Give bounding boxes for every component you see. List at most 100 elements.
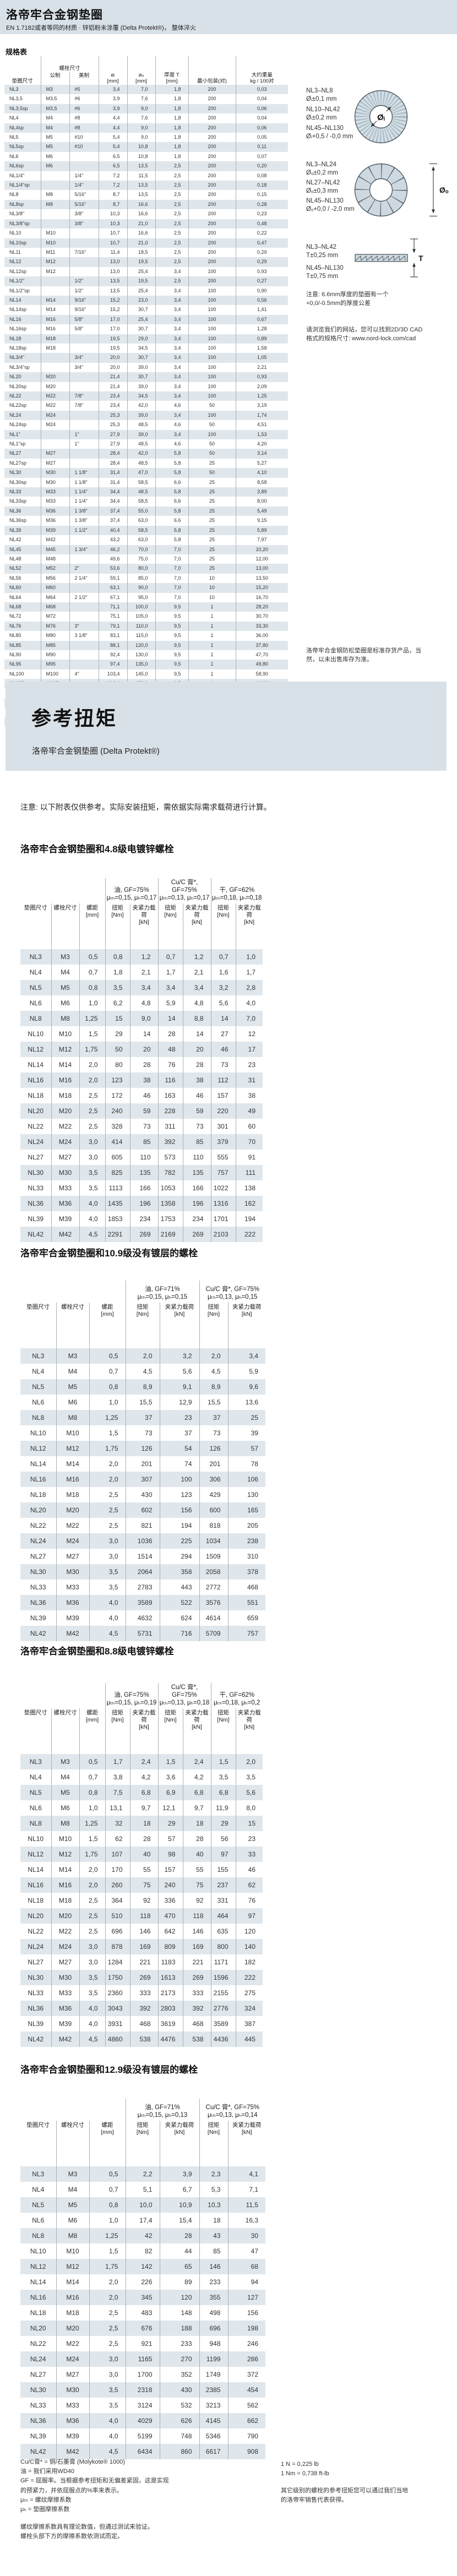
table-row: NL27 M27 3,0 1514 294 1509 310 bbox=[20, 1549, 265, 1564]
table-cell: 18 bbox=[129, 1816, 158, 1831]
table-cell: 11,4 bbox=[98, 247, 127, 258]
table-cell: 40 bbox=[182, 1847, 211, 1862]
table-cell: 696 bbox=[199, 2321, 228, 2336]
column-header-torque: 扭矩 [Nm] bbox=[199, 1303, 228, 1328]
column-header-washer: 垫圈尺寸 bbox=[26, 1304, 50, 1310]
table-cell: 1,8 bbox=[155, 113, 188, 123]
table-cell: 260 bbox=[105, 1877, 130, 1893]
table-row: NL16 M16 2,0 345 120 355 127 bbox=[20, 2290, 265, 2305]
table-row: NL36 M36 4,0 3043 392 2803 392 2776 324 bbox=[20, 2001, 263, 2016]
table-cell: 3,4 bbox=[155, 372, 188, 382]
table-cell: M16 bbox=[51, 1877, 79, 1893]
table-cell: 5731 bbox=[125, 1626, 160, 1641]
table-cell: 642 bbox=[157, 1924, 183, 1939]
table-cell: 135 bbox=[129, 1165, 158, 1180]
table-cell: 200 bbox=[188, 85, 236, 95]
table-cell: 1,6 bbox=[210, 965, 236, 980]
table-row: NL3,5sp M3,5 #6 3,9 9,0 1,8 200 0,06 bbox=[4, 104, 288, 114]
table-cell: NL76 bbox=[9, 623, 21, 629]
table-cell: 4632 bbox=[125, 1610, 160, 1626]
table-cell: 1358 bbox=[157, 1196, 183, 1211]
table-cell: 1034 bbox=[199, 1533, 228, 1549]
table-cell: 68 bbox=[227, 2259, 265, 2274]
table-cell: 14 bbox=[182, 1026, 211, 1042]
table-cell: 70 bbox=[235, 1134, 263, 1150]
table-cell: 2,5 bbox=[89, 1487, 126, 1502]
table-cell bbox=[40, 439, 69, 449]
table-cell: 9,5 bbox=[155, 640, 188, 650]
table-cell: M3 bbox=[51, 1754, 79, 1769]
table-cell: 8,7 bbox=[98, 199, 127, 210]
table-cell: 3576 bbox=[199, 1595, 228, 1610]
table-cell: 3 1/8" bbox=[69, 631, 99, 641]
table-cell: 748 bbox=[159, 2428, 199, 2444]
table-cell: 221 bbox=[182, 1954, 211, 1970]
table-cell: M5 bbox=[51, 980, 79, 995]
table-cell: NL20 bbox=[28, 1912, 44, 1920]
column-header-torque: 扭矩 [Nm] bbox=[199, 2121, 228, 2147]
table-cell: 2,0 bbox=[89, 2274, 126, 2290]
column-header-bolt: 螺栓尺寸 bbox=[51, 903, 79, 929]
table-cell: M6 bbox=[51, 995, 79, 1011]
table-cell: 1,41 bbox=[235, 305, 288, 315]
table-cell: NL5 bbox=[29, 1789, 42, 1796]
group-header-cuc: Cu/C 膏*, GF=75% μₜₕ=0,13, μₕ=0,15 bbox=[199, 1281, 265, 1303]
table-cell: NL4 bbox=[32, 2186, 45, 2193]
table-cell: 222 bbox=[235, 1227, 263, 1242]
table-row: NL3 M3 0,5 0,8 1,2 0,7 1,2 0,7 1,0 bbox=[20, 949, 263, 965]
table-cell: 9,5 bbox=[155, 660, 188, 669]
spec-table: 垫圈尺寸 螺栓尺寸 øᵢ [mm] øₒ [mm] 厚度 T [mm] 最小包装… bbox=[4, 56, 288, 737]
table-cell: M27 bbox=[56, 2367, 89, 2382]
torque-disclaimer: 注意: 以下附表仅供参考。实际安装扭矩，需依据实际需求载荷进行计算。 bbox=[20, 803, 271, 812]
table-cell: 221 bbox=[129, 1954, 158, 1970]
table-cell: M14 bbox=[40, 295, 69, 306]
table-cell: 220 bbox=[210, 1103, 236, 1119]
table-cell: 21,0 bbox=[127, 219, 155, 229]
table-cell: M22 bbox=[56, 1518, 89, 1533]
table-row: NL39 M39 4,0 1853 234 1753 234 1701 194 bbox=[20, 1211, 263, 1227]
table-cell: 28,4 bbox=[98, 449, 127, 459]
table-cell: 10,9 bbox=[159, 2197, 199, 2213]
table-cell: 15,2 bbox=[98, 295, 127, 306]
website-link[interactable]: www.nord-lock.com/cad bbox=[352, 335, 416, 342]
table-cell: NL6sp bbox=[9, 163, 24, 169]
table-cell: 696 bbox=[105, 1924, 130, 1939]
table-row: NL6 M6 1,0 6,2 4,8 5,9 4,8 5,6 4,0 bbox=[20, 995, 263, 1011]
table-cell: 1596 bbox=[210, 1970, 236, 1985]
table-cell: NL14sp bbox=[9, 307, 27, 313]
table-cell: M30 bbox=[40, 468, 69, 478]
table-cell: M12 bbox=[51, 1847, 79, 1862]
table-cell: 16,6 bbox=[127, 199, 155, 210]
table-cell: NL27 bbox=[28, 1153, 44, 1161]
table-cell: 392 bbox=[182, 2001, 211, 2016]
table-cell: 1853 bbox=[105, 1211, 130, 1227]
table-cell: 31 bbox=[235, 1072, 263, 1088]
table-cell: 468 bbox=[182, 2016, 211, 2032]
table-row: NL3/8" 3/8" 10,3 16,6 2,5 200 0,23 bbox=[4, 209, 288, 219]
table-cell: 510 bbox=[105, 1908, 130, 1924]
table-row: NL3,5 M3,5 #6 3,9 7,6 1,8 200 0,04 bbox=[4, 94, 288, 104]
table-cell: 169 bbox=[182, 1939, 211, 1954]
column-header-pitch: 螺距 [mm] bbox=[89, 1303, 126, 1328]
table-cell: NL5 bbox=[29, 984, 42, 992]
table-cell: 196 bbox=[129, 1196, 158, 1211]
table-cell: 74 bbox=[159, 1456, 199, 1472]
table-row: NL16 M16 2,0 123 38 116 38 112 31 bbox=[20, 1072, 263, 1088]
table-cell: 7,0 bbox=[155, 573, 188, 584]
table-cell: NL80 bbox=[9, 633, 21, 639]
table-cell: 58,5 bbox=[127, 477, 155, 488]
table-cell: 6,5 bbox=[98, 151, 127, 162]
table-cell: 8,8 bbox=[182, 1011, 211, 1026]
table-cell: 2,5 bbox=[79, 1088, 105, 1103]
table-cell: M3,5 bbox=[40, 104, 69, 114]
table-cell bbox=[69, 343, 99, 353]
table-cell: 1435 bbox=[105, 1196, 130, 1211]
table-cell: 9,5 bbox=[155, 631, 188, 641]
table-row: NL60 M60 63,1 90,0 7,0 10 15,20 bbox=[4, 583, 288, 593]
table-cell: 67,1 bbox=[98, 592, 127, 602]
table-cell: 155 bbox=[210, 1862, 236, 1877]
table-row: NL14sp M14 9/16" 15,2 30,7 3,4 100 1,41 bbox=[4, 305, 288, 315]
table-cell: 25 bbox=[188, 477, 236, 488]
table-cell: 4,8 bbox=[182, 995, 211, 1011]
table-cell: 166 bbox=[182, 1180, 211, 1196]
